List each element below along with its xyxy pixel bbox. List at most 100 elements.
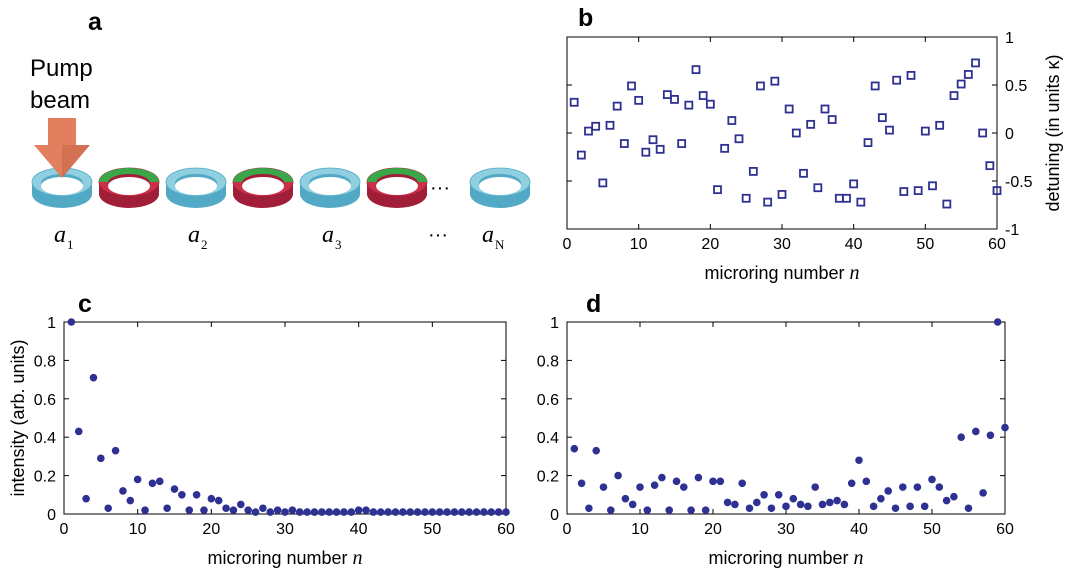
data-point [641,147,651,157]
data-point [935,483,944,491]
data-point [964,504,973,513]
x-tick-label: 50 [916,236,934,253]
data-point [913,483,922,491]
data-point [141,506,149,514]
data-point [869,502,878,511]
y-tick-label: 0.4 [537,430,559,447]
microring-1 [31,167,93,208]
data-point [399,508,407,516]
data-point [192,491,201,499]
data-point [770,76,780,86]
data-point [251,508,260,516]
y-tick-label: 0.6 [34,392,56,409]
data-point [811,483,819,491]
data-point [956,79,966,89]
data-point [877,494,885,503]
site-label-1: a [54,222,66,248]
data-point [691,65,701,75]
x-axis-label: microring number n [708,547,863,569]
data-point [599,483,608,491]
x-axis-label: microring number n [704,262,859,284]
data-point [126,496,135,505]
data-point [465,508,473,516]
x-axis-variable: n [854,547,864,569]
data-point [627,81,636,91]
data-point [855,456,863,465]
data-point [827,115,837,124]
microring-2 [98,167,160,208]
data-point [569,97,579,107]
data-point [634,95,644,105]
data-point [584,126,593,136]
data-point [899,483,907,491]
data-point [716,477,725,486]
data-point [281,508,289,516]
data-point [756,81,765,91]
data-point [222,504,230,513]
data-point [185,506,194,514]
microring-3 [165,167,227,208]
panel-c-intensity-chart: c 0 10 20 30 40 50 60 0 0.2 0.4 0.6 0.8 1 microring nu… [8,290,515,569]
data-point [362,506,370,514]
data-point [963,70,973,79]
panel-d-intensity-chart: d 0 10 20 30 40 50 60 0 0.2 0.4 0.6 0.8 1 microring nu… [537,290,1014,569]
data-point [82,494,90,503]
x-axis-label: microring number n [207,547,362,569]
data-point [734,134,744,144]
data-point [677,139,687,148]
plot-frame [63,321,507,515]
data-point [310,508,319,516]
data-point [650,481,659,490]
x-tick-label: 30 [276,521,294,538]
data-point [760,491,768,499]
data-point [709,477,717,486]
data-point [325,508,334,516]
data-point [458,508,466,516]
data-point [806,119,816,129]
data-point [942,496,951,505]
data-point [97,454,105,463]
data-point [605,120,615,130]
y-tick-label: 1 [47,315,56,332]
data-point [789,494,798,503]
data-point [214,496,223,505]
data-point [777,190,787,199]
data-point [992,186,1002,196]
data-point [273,506,282,514]
data-point [89,373,98,382]
microring-5 [299,167,361,208]
data-point [391,508,400,516]
y-tick-label: 0.8 [34,353,56,370]
data-point [818,500,827,509]
data-point [655,144,665,154]
data-point [804,502,812,511]
data-point [698,91,708,100]
y-tick-label: 0.2 [34,469,56,486]
x-tick-label: 20 [202,521,220,538]
data-point [972,427,980,436]
x-tick-label: 40 [350,521,368,538]
x-tick-label: 40 [845,236,863,253]
x-tick-label: 0 [563,521,572,538]
data-point [899,187,909,196]
data-point [892,75,902,85]
data-point [662,90,672,99]
x-tick-label: 50 [923,521,941,538]
plot-frame [566,36,998,230]
y-tick-label: 0 [1005,126,1014,143]
data-point [782,502,790,511]
data-point [694,473,703,482]
data-point [592,446,600,455]
data-point [643,506,652,514]
x-tick-label: 20 [701,236,719,253]
data-point [971,58,980,68]
data-point [935,120,945,130]
data-point [450,508,459,516]
data-point [591,121,601,131]
x-tick-label: 0 [60,521,69,538]
data-point [993,318,1002,326]
x-tick-label: 10 [630,236,648,253]
data-point [920,126,930,136]
data-point [133,475,142,484]
